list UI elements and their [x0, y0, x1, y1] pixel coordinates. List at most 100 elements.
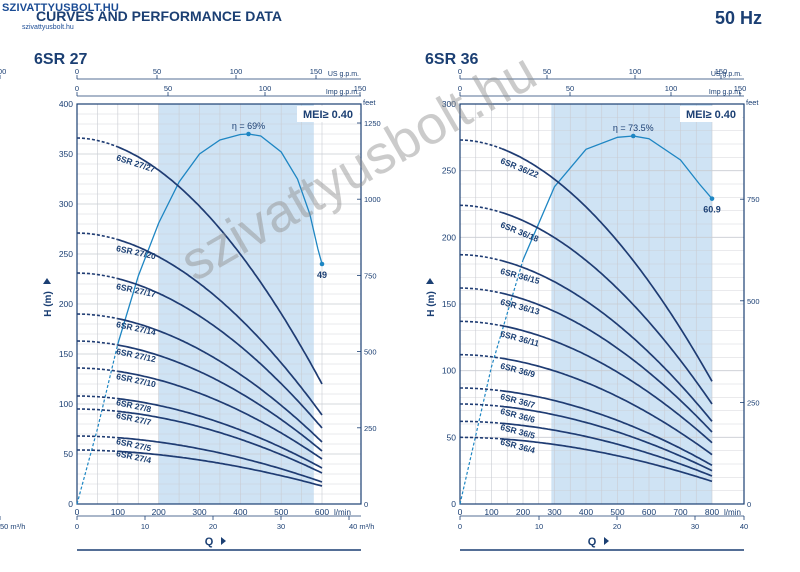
pump-curve	[501, 438, 713, 483]
feet-tick-label: 1250	[364, 119, 381, 128]
x-tick-label: 700	[673, 507, 687, 517]
usgpm-unit: US g.p.m.	[328, 71, 359, 78]
y-axis-arrow	[426, 278, 434, 284]
feet-tick-label: 500	[364, 348, 377, 357]
x-tick-label: 600	[315, 507, 329, 517]
pump-curve	[117, 436, 323, 483]
pump-curve	[501, 405, 713, 472]
series-label: 6SR 36/18	[499, 220, 540, 244]
efficiency-curve	[117, 133, 323, 345]
m3h-tick-label: 20	[209, 522, 217, 531]
pump-curve-dashed	[459, 204, 503, 214]
efficiency-end-point	[319, 261, 325, 267]
pump-curve-dashed	[460, 353, 503, 360]
m3h-tick-label: 50 m³/h	[0, 522, 25, 531]
impgpm-tick-label: 150	[734, 84, 747, 93]
mei-label: MEI≥ 0.40	[303, 109, 353, 121]
m3h-tick-label: 10	[535, 522, 543, 531]
pump-curve-dashed	[459, 436, 503, 440]
usgpm-tick-label: 100	[629, 67, 642, 76]
series-label: 6SR 27/14	[115, 319, 157, 337]
x-tick-label: 400	[233, 507, 247, 517]
pump-curve	[501, 148, 713, 382]
mei-box-bg	[680, 106, 742, 122]
x-tick-label: 0	[75, 507, 80, 517]
efficiency-end-point	[709, 196, 715, 201]
y-tick-label: 150	[59, 349, 73, 359]
usgpm-tick-label: 100	[230, 67, 243, 76]
y-tick-label: 0	[68, 499, 73, 509]
y-tick-label: 50	[64, 449, 74, 459]
pump-curve-dashed	[459, 320, 503, 327]
impgpm-tick-label: 50	[566, 84, 574, 93]
pump-curve	[501, 324, 713, 444]
feet-tick-label: 1000	[364, 195, 381, 204]
pump-curve	[117, 238, 323, 416]
efficiency-peak-label: η = 69%	[232, 121, 265, 131]
feet-unit-label: feet	[363, 98, 376, 107]
pump-curve-dashed	[459, 420, 503, 425]
feet-unit-label: feet	[746, 98, 759, 107]
pump-curve	[501, 292, 713, 433]
m3h-tick-label: 10	[141, 522, 149, 531]
x-tick-label: 300	[547, 507, 561, 517]
y-tick-label: 250	[442, 166, 456, 176]
pump-curve	[117, 397, 323, 469]
impgpm-tick-label: 100	[259, 84, 272, 93]
pump-curve-dashed	[459, 139, 503, 150]
impgpm-tick-label: 0	[75, 84, 79, 93]
m3h-tick-label: 30	[277, 522, 285, 531]
impgpm-tick-label: 50	[164, 84, 172, 93]
impgpm-tick-label: 150	[354, 84, 367, 93]
x-tick-label: 100	[111, 507, 125, 517]
pump-curve-dashed	[460, 387, 503, 392]
efficiency-end-label: 60.9	[703, 205, 721, 215]
x-tick-label: 300	[192, 507, 206, 517]
mei-box: MEI≥ 0.40	[680, 106, 742, 122]
pump-curve-dashed	[77, 367, 118, 373]
pump-curve	[117, 344, 323, 452]
feet-tick-label: 750	[364, 271, 377, 280]
y-tick-label: 300	[442, 99, 456, 109]
pump-curve-dashed	[76, 313, 118, 320]
pump-curve	[117, 410, 323, 474]
efficiency-peak-point	[246, 131, 251, 137]
y-tick-label: 100	[59, 399, 73, 409]
x-axis-label: Q	[205, 536, 214, 548]
x-tick-label: 500	[610, 507, 624, 517]
m3h-tick-label: 40	[740, 522, 748, 531]
mei-box: MEI≥ 0.40	[297, 106, 359, 122]
y-tick-label: 300	[59, 199, 73, 209]
usgpm-tick-label: 50	[543, 67, 551, 76]
pump-curve	[501, 211, 713, 405]
series-label: 6SR 36/22	[499, 156, 540, 180]
pump-curve-dashed	[77, 435, 118, 439]
site-logo-url: szivattyusbolt.hu	[22, 24, 74, 31]
y-tick-label: 50	[447, 432, 457, 442]
impgpm-tick-label: 100	[665, 84, 678, 93]
y-tick-label: 100	[442, 366, 456, 376]
y-tick-label: 200	[59, 299, 73, 309]
efficiency-peak-label: η = 73.5%	[613, 123, 654, 133]
x-tick-label: 400	[579, 507, 593, 517]
pump-curve	[117, 277, 323, 429]
mei-box-bg	[297, 106, 359, 122]
y-axis-arrow	[43, 278, 51, 284]
pump-curve	[117, 450, 323, 487]
x-tick-label: 500	[274, 507, 288, 517]
x-axis-arrow	[221, 537, 226, 545]
y-tick-label: 350	[59, 149, 73, 159]
site-logo: SZIVATTYUSBOLT.HU	[2, 2, 120, 14]
pump-curve-dashed	[76, 137, 119, 148]
y-tick-label: 400	[59, 99, 73, 109]
m3h-tick-label: 0	[75, 522, 79, 531]
x-unit-label: l/min	[724, 508, 741, 517]
page-title: CURVES AND PERFORMANCE DATA	[36, 8, 283, 24]
m3h-tick-label: 30	[691, 522, 699, 531]
series-label: 6SR 36/11	[499, 329, 540, 349]
x-axis-arrow	[604, 537, 609, 545]
feet-tick-label: 250	[364, 424, 377, 433]
